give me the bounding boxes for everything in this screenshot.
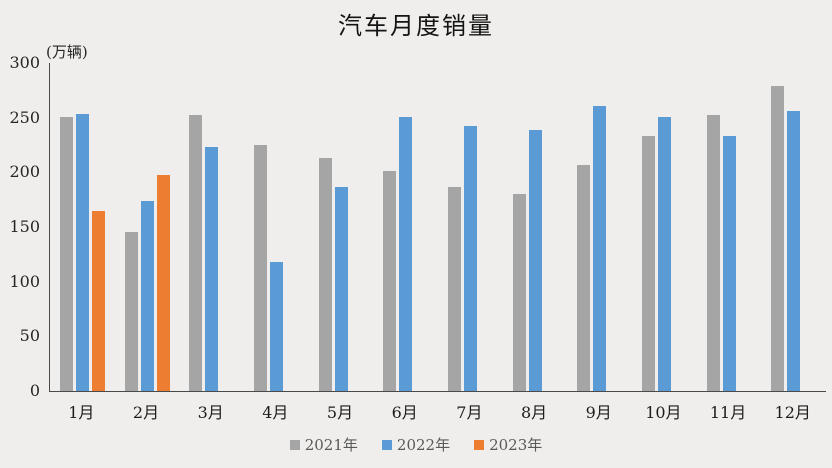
legend-item-2021年: 2021年 [289, 434, 358, 455]
bar-2021年-5月 [318, 158, 332, 391]
y-axis-tick-label: 50 [19, 326, 40, 346]
x-axis-label-4月: 4月 [262, 403, 289, 422]
bar-2021年-3月 [189, 114, 203, 391]
plot-area [49, 63, 826, 392]
bar-group-4月 [244, 63, 309, 391]
bar-2022年-4月 [269, 261, 283, 391]
x-axis-label-6月: 6月 [391, 403, 418, 422]
bar-2023年-2月 [156, 174, 170, 391]
bar-2021年-7月 [447, 187, 461, 391]
legend-swatch-icon [289, 439, 300, 450]
bar-group-2月 [115, 63, 180, 391]
bar-group-5月 [309, 63, 374, 391]
bar-group-8月 [503, 63, 568, 391]
y-axis-tick-label: 200 [9, 162, 40, 182]
bar-group-9月 [567, 63, 632, 391]
bar-2021年-9月 [577, 165, 591, 391]
legend-label: 2021年 [304, 436, 358, 454]
y-axis-tick-label: 300 [9, 53, 40, 72]
bar-2022年-6月 [399, 117, 413, 391]
bar-2021年-1月 [59, 117, 73, 391]
y-axis-tick-label: 150 [9, 217, 40, 236]
y-axis-tick-label: 100 [9, 271, 40, 291]
bar-group-10月 [632, 63, 697, 391]
bar-2021年-12月 [771, 86, 785, 391]
bar-2022年-9月 [593, 105, 607, 391]
bar-2021年-11月 [706, 115, 720, 391]
bar-group-3月 [179, 63, 244, 391]
chart-title: 汽车月度销量 [338, 12, 494, 40]
legend-item-2023年: 2023年 [474, 434, 542, 455]
bar-2021年-6月 [383, 170, 397, 391]
legend: 2021年 2022年 2023年 [0, 434, 832, 455]
bar-2022年-12月 [787, 111, 801, 391]
x-axis-labels: 1月 2月 3月 4月 5月 6月 7月 8月 9月 10月 11月 12月 [49, 399, 825, 423]
legend-label: 2022年 [396, 436, 451, 454]
bar-2022年-10月 [657, 117, 671, 391]
bar-2022年-3月 [205, 146, 219, 391]
bar-groups [50, 63, 826, 391]
bar-group-6月 [373, 63, 438, 391]
legend-swatch-icon [474, 439, 485, 450]
bar-group-11月 [697, 63, 762, 391]
bar-2023年-1月 [91, 210, 105, 391]
bar-2022年-7月 [463, 126, 477, 391]
x-axis-label-3月: 3月 [197, 403, 224, 422]
bar-group-12月 [761, 63, 826, 391]
bar-2022年-2月 [140, 201, 154, 391]
x-axis-label-9月: 9月 [585, 403, 612, 422]
legend-swatch-icon [381, 439, 392, 450]
x-axis-label-5月: 5月 [326, 403, 354, 422]
y-axis-tick-label: 250 [9, 107, 40, 127]
x-axis-label-2月: 2月 [132, 403, 160, 422]
legend-item-2022年: 2022年 [381, 434, 451, 455]
bar-2022年-8月 [528, 130, 542, 391]
x-axis-label-7月: 7月 [456, 403, 483, 422]
bar-2021年-10月 [641, 135, 655, 391]
x-axis-label-11月: 11月 [709, 403, 747, 422]
bar-group-7月 [438, 63, 503, 391]
bar-2021年-2月 [124, 231, 138, 391]
x-axis-label-10月: 10月 [645, 403, 682, 422]
bar-2022年-1月 [75, 114, 89, 391]
bar-2021年-4月 [253, 144, 267, 391]
bar-group-1月 [50, 63, 115, 391]
x-axis-label-12月: 12月 [774, 403, 811, 422]
legend-label: 2023年 [489, 436, 543, 454]
y-axis-unit-label: (万辆) [46, 43, 88, 61]
bar-2021年-8月 [512, 194, 526, 391]
x-axis-label-8月: 8月 [520, 403, 548, 422]
x-axis-label-1月: 1月 [68, 403, 95, 422]
bar-2022年-11月 [722, 136, 736, 391]
bar-2022年-5月 [334, 187, 348, 391]
y-axis-tick-label: 0 [29, 381, 40, 400]
